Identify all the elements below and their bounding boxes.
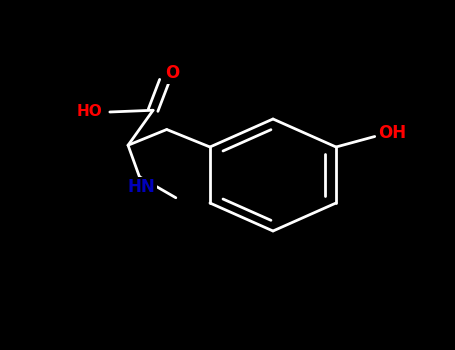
Text: OH: OH xyxy=(378,124,406,142)
Text: HO: HO xyxy=(76,104,102,119)
Text: O: O xyxy=(166,64,180,83)
Text: HN: HN xyxy=(128,178,156,196)
